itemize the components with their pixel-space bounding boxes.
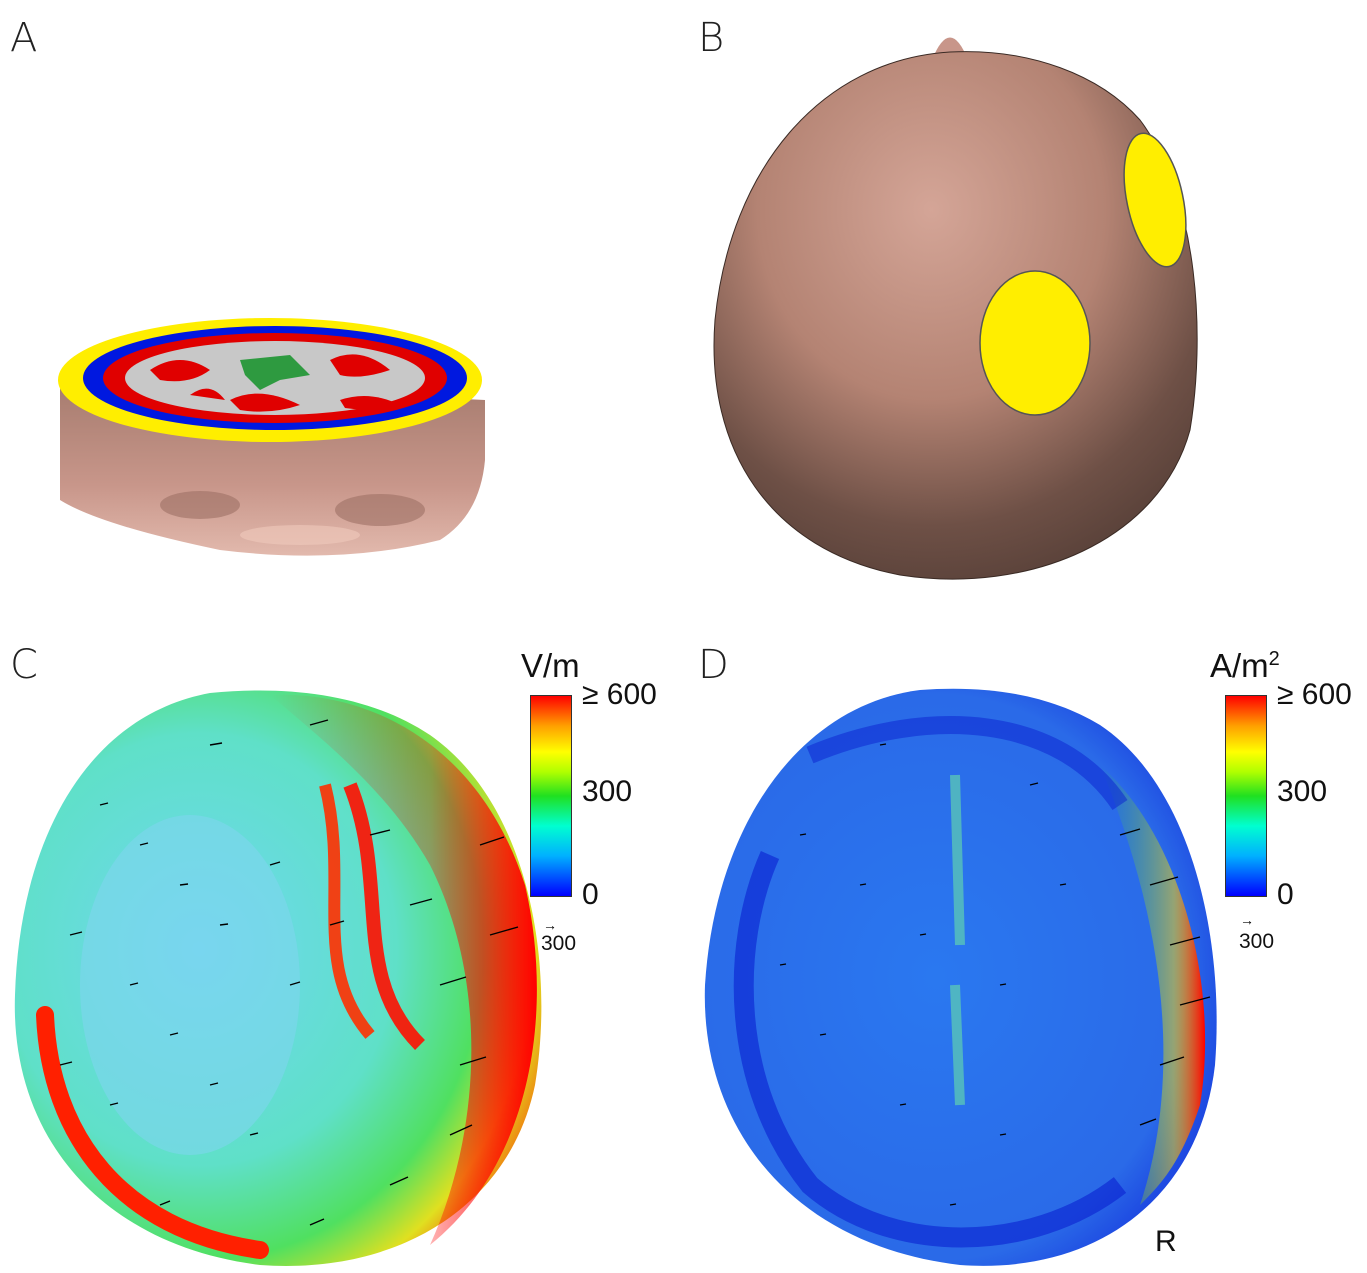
colorbar-c-unit: V/m (521, 647, 580, 684)
electric-field-map (14, 690, 542, 1266)
panel-a-letter: A (10, 15, 38, 61)
panel-b-letter: B (698, 15, 725, 61)
electrode-2 (979, 270, 1091, 416)
current-density-map (704, 688, 1217, 1266)
arrow-scale-c-icon: → (543, 917, 557, 933)
arrow-scale-c-label: 300 (541, 932, 577, 955)
panel-d-letter: D (698, 642, 729, 688)
colorbar-d-unit-exponent: 2 (1268, 648, 1280, 670)
colorbar-c-tick-mid: 300 (582, 775, 633, 808)
field-vector-arrows (59, 719, 519, 1226)
head-model-slice-illustration (58, 318, 485, 556)
colorbar-d-unit: A/m2 (1210, 647, 1280, 685)
electrode-1 (1123, 132, 1187, 268)
current-vector-arrows (779, 743, 1211, 1206)
scalp-electrode-illustration (713, 37, 1198, 580)
colorbar-d-tick-max: ≥ 600 (1277, 678, 1352, 711)
panel-c-letter: C (10, 642, 38, 688)
colorbar-d-unit-base: A/m (1210, 647, 1269, 684)
colorbar-c-tick-min: 0 (582, 878, 599, 911)
colorbar-c (530, 695, 572, 897)
colorbar-d-tick-min: 0 (1277, 878, 1294, 911)
colorbar-d-tick-mid: 300 (1277, 775, 1328, 808)
colorbar-d (1225, 695, 1267, 897)
arrow-scale-d-icon: → (1240, 912, 1254, 928)
orientation-label-right: R (1155, 1225, 1177, 1258)
arrow-scale-d-label: 300 (1239, 930, 1275, 953)
colorbar-c-tick-max: ≥ 600 (582, 678, 657, 711)
